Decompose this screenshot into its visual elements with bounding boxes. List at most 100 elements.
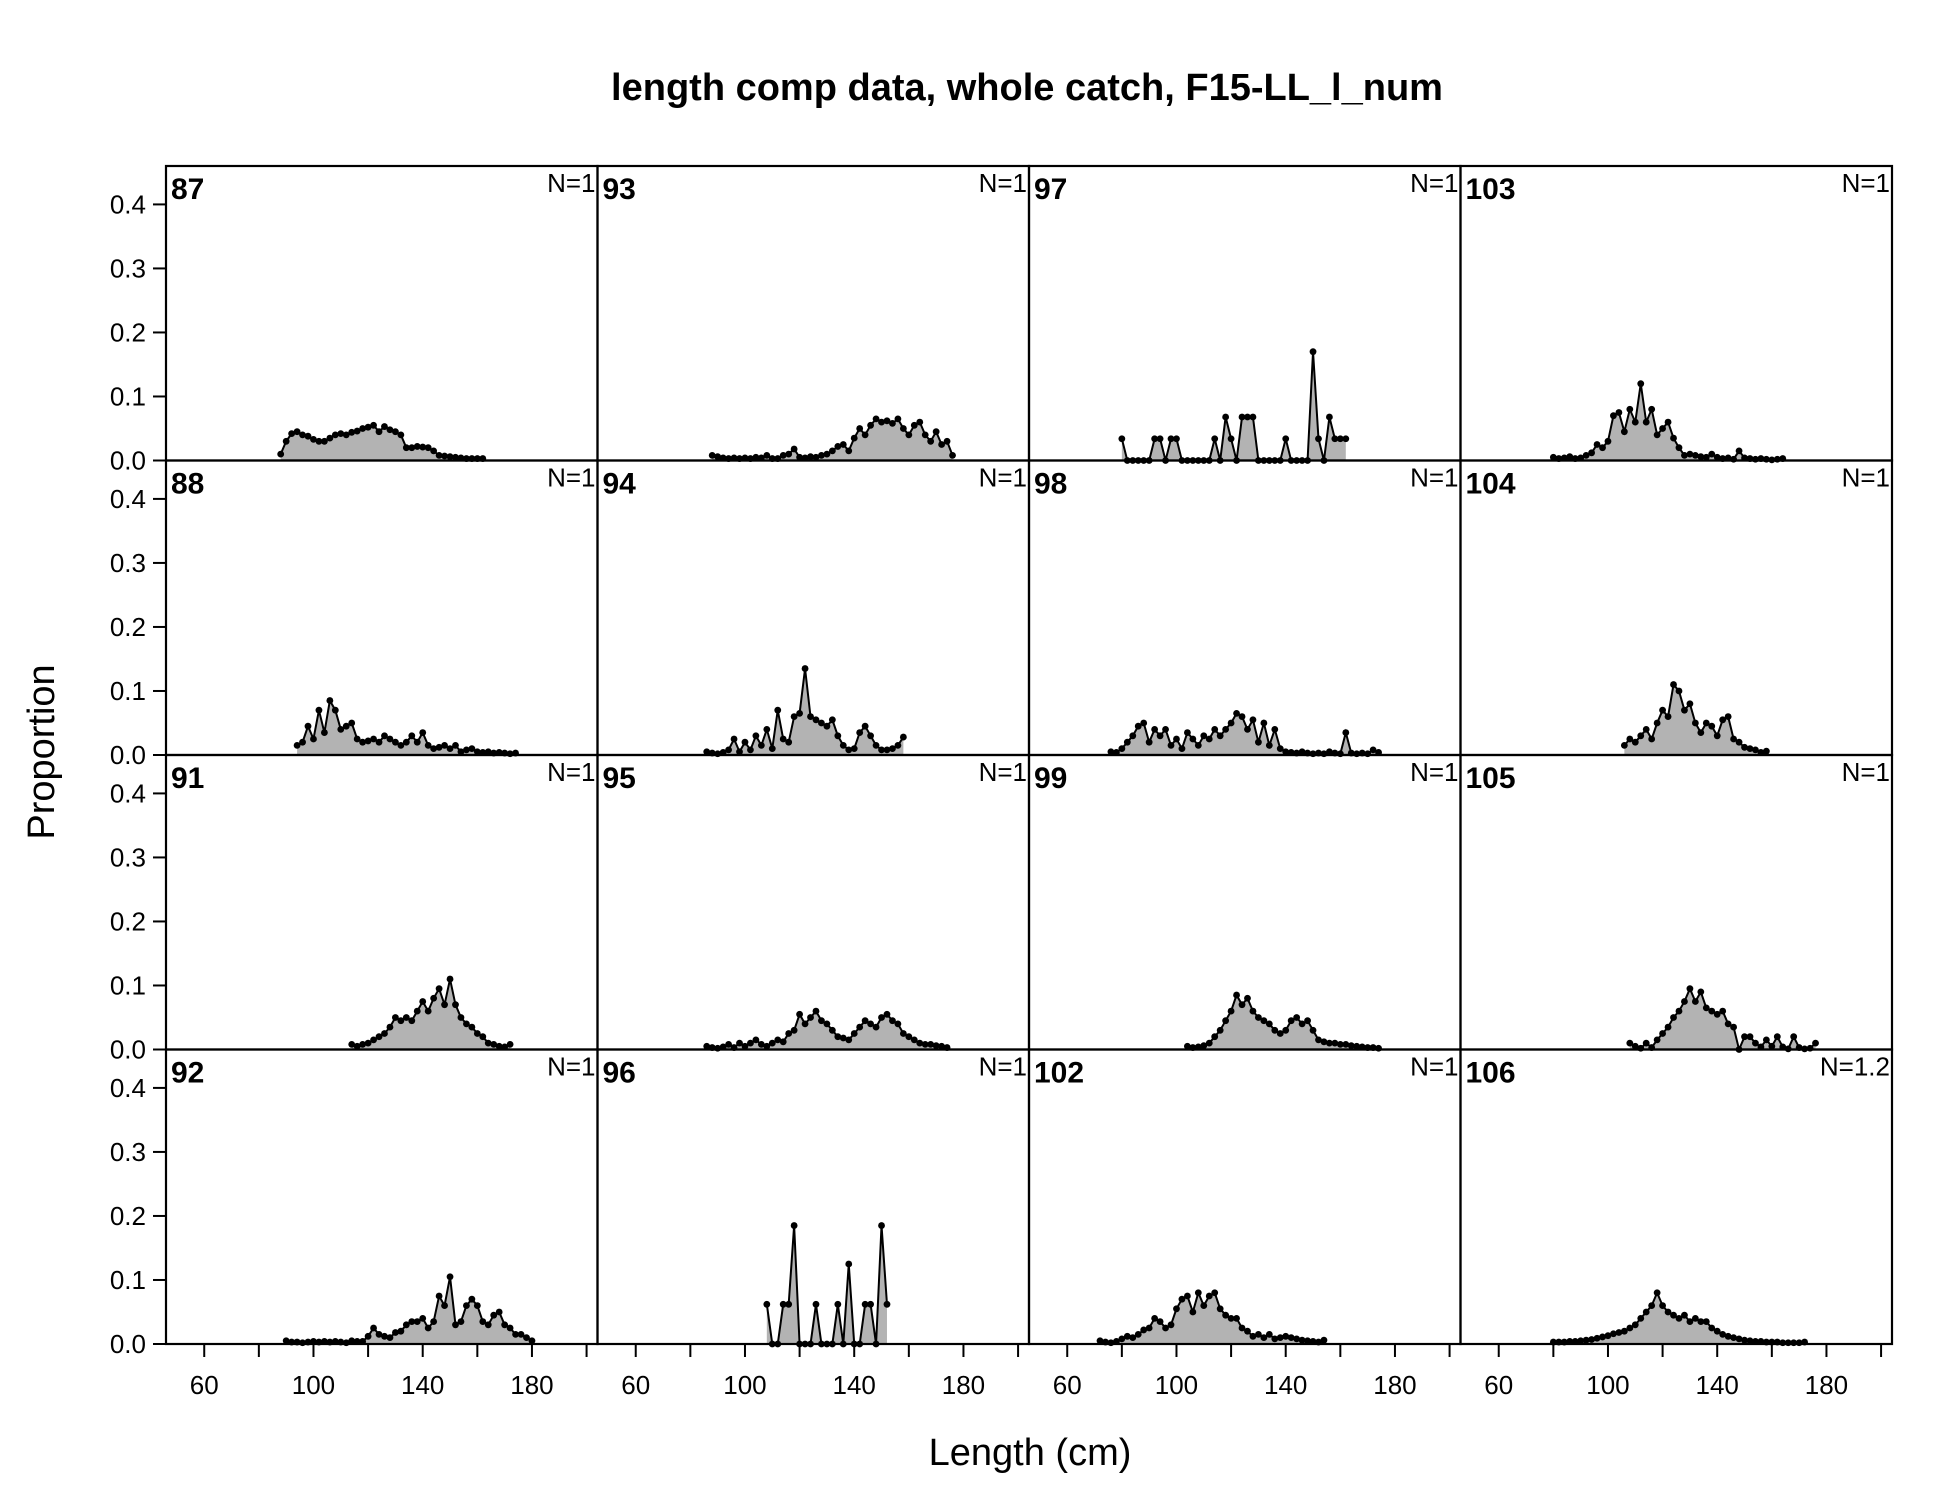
panel-87-point [413,443,421,450]
panel-102-point [1271,1335,1279,1343]
panel-98-point [1173,735,1180,743]
panel-96-point [861,1300,869,1308]
y-tick-label: 0.3 [110,842,146,872]
panel-95-point [818,1017,825,1025]
panel-87-point [299,431,306,439]
panel-102-point [1298,1336,1306,1344]
panel-105-point [1659,1030,1666,1037]
panel-92-point [446,1273,454,1281]
panel-105-point [1702,1004,1710,1012]
x-tick-label: 180 [942,1370,985,1400]
panel-106-point [1713,1327,1721,1335]
panel-87-point [392,428,399,436]
panel-91-point [506,1040,514,1048]
panel-95-point [867,1020,874,1028]
panel-102-point [1255,1331,1262,1338]
panel-93-point [921,431,929,439]
panel-87-point [321,437,328,445]
panel-97-point [1331,435,1339,443]
panel-106-point [1599,1333,1606,1341]
panel-87-point [359,425,367,432]
panel-97-point [1222,413,1230,421]
panel-93-point [763,451,771,459]
panel-106-point [1620,1327,1628,1335]
panel-93-point [708,451,716,459]
panel-105-point [1713,1010,1721,1018]
x-tick-label: 180 [510,1370,553,1400]
panel-88-n-label: N=1 [547,463,595,493]
panel-102-point [1140,1326,1148,1334]
panel-98-point [1156,732,1164,740]
panel-92-point [408,1318,416,1325]
panel-93-frame [596,164,1031,462]
panel-95-point [703,1042,711,1050]
panel-97-point [1244,413,1251,421]
panel-102-point [1276,1334,1284,1341]
panel-93-point [796,453,803,461]
panel-94-point [861,722,869,730]
panel-97: 97 N=1 [1027,164,1462,464]
panel-105-point [1719,1007,1727,1015]
panel-93-label: 93 [603,173,636,206]
panel-106-point [1735,1335,1743,1343]
panel-94-point [894,742,902,749]
panel-92-point [463,1302,470,1309]
panel-103-point [1599,444,1606,452]
panel-95-point [856,1023,864,1031]
panel-99-point [1287,1017,1295,1025]
panel-98-point [1233,709,1240,717]
panel-105-n-label: N=1 [1842,757,1890,787]
panel-105-point [1730,1023,1737,1031]
panel-88-point [386,735,394,743]
panel-94-point [747,746,754,754]
panel-98-point [1189,735,1197,743]
panel-98-point [1342,729,1350,736]
panel-91-point [370,1036,377,1044]
panel-98-point [1216,732,1224,740]
panel-102-point [1129,1334,1137,1341]
panel-93-point [927,437,935,445]
panel-98-point [1194,742,1202,749]
panel-98-point [1107,748,1115,756]
panel-104-point [1642,725,1650,733]
panel-103-point [1653,431,1661,439]
panel-104-point [1681,706,1688,714]
panel-95-point [872,1023,880,1031]
panel-88-point [392,738,399,746]
panel-93-point [807,453,814,461]
panel-99-point [1304,1017,1311,1025]
panel-88-point [402,738,410,746]
panel-106-point [1637,1314,1645,1322]
x-tick-label: 60 [190,1370,219,1400]
panel-105-point [1664,1023,1672,1031]
panel-106-point [1670,1311,1677,1319]
panel-94-point [878,746,885,754]
panel-87-point [446,453,454,461]
panel-106-point [1577,1337,1585,1345]
panel-102-point [1320,1336,1328,1344]
panel-92-area [286,1276,532,1344]
panel-87-point [381,423,388,430]
panel-102-point [1145,1324,1153,1332]
panel-102-point [1244,1327,1251,1335]
panel-88-point [484,748,492,756]
y-tick-label: 0.2 [110,317,146,347]
panel-104-point [1648,735,1656,743]
panel-95-point [839,1034,847,1042]
panel-95-point [889,1017,896,1025]
panel-94-point [899,733,907,741]
y-tick-label: 0.0 [110,1035,146,1065]
panel-95-point [916,1039,924,1047]
panel-95-point [905,1033,913,1041]
panel-91-label: 91 [171,762,204,795]
y-tick-label: 0.0 [110,740,146,770]
panel-105-point [1642,1039,1650,1047]
panel-106-point [1681,1311,1688,1319]
panel-104-point [1631,738,1639,746]
panel-91-point [457,1014,465,1021]
panel-91-point [473,1030,481,1037]
panel-105-point [1626,1039,1634,1047]
panel-104-point [1746,745,1754,752]
panel-92-point [523,1334,530,1341]
panel-94-point [801,665,809,672]
